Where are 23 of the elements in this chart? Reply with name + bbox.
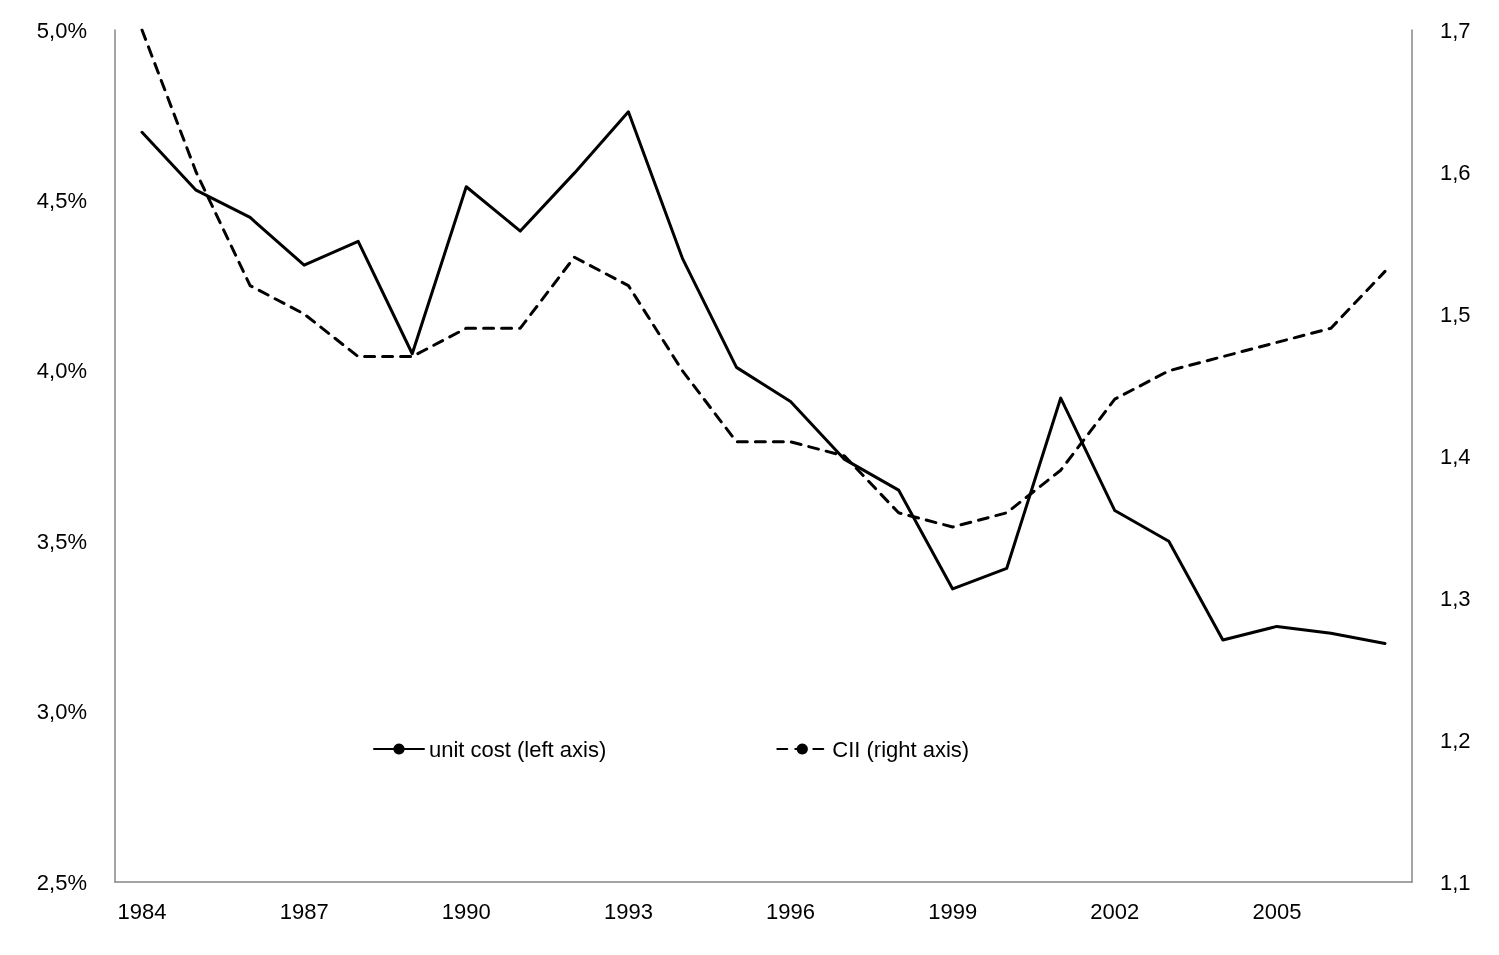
y2-tick-label: 1,1 — [1440, 869, 1471, 895]
y-tick-label: 3,5% — [36, 528, 87, 554]
x-tick-label: 2002 — [1090, 898, 1140, 924]
x-tick-label: 1993 — [603, 898, 653, 924]
x-tick-label: 1984 — [117, 898, 167, 924]
y-tick-label: 4,0% — [36, 358, 87, 384]
x-tick-label: 1999 — [928, 898, 978, 924]
y-tick-label: 2,5% — [36, 869, 87, 895]
x-tick-label: 2005 — [1252, 898, 1302, 924]
legend-label: unit cost (left axis) — [429, 736, 607, 762]
x-tick-label: 1987 — [279, 898, 329, 924]
y2-tick-label: 1,7 — [1440, 17, 1471, 43]
y2-tick-label: 1,6 — [1440, 159, 1471, 185]
y2-tick-label: 1,4 — [1440, 443, 1471, 469]
x-tick-label: 1990 — [441, 898, 491, 924]
y2-tick-label: 1,5 — [1440, 301, 1471, 327]
y2-tick-label: 1,2 — [1440, 727, 1471, 753]
y2-tick-label: 1,3 — [1440, 585, 1471, 611]
x-tick-label: 1996 — [766, 898, 815, 924]
y-tick-label: 4,5% — [36, 187, 87, 213]
y-tick-label: 5,0% — [36, 17, 87, 43]
y-tick-label: 3,0% — [36, 699, 87, 725]
legend-label: CII (right axis) — [832, 736, 970, 762]
